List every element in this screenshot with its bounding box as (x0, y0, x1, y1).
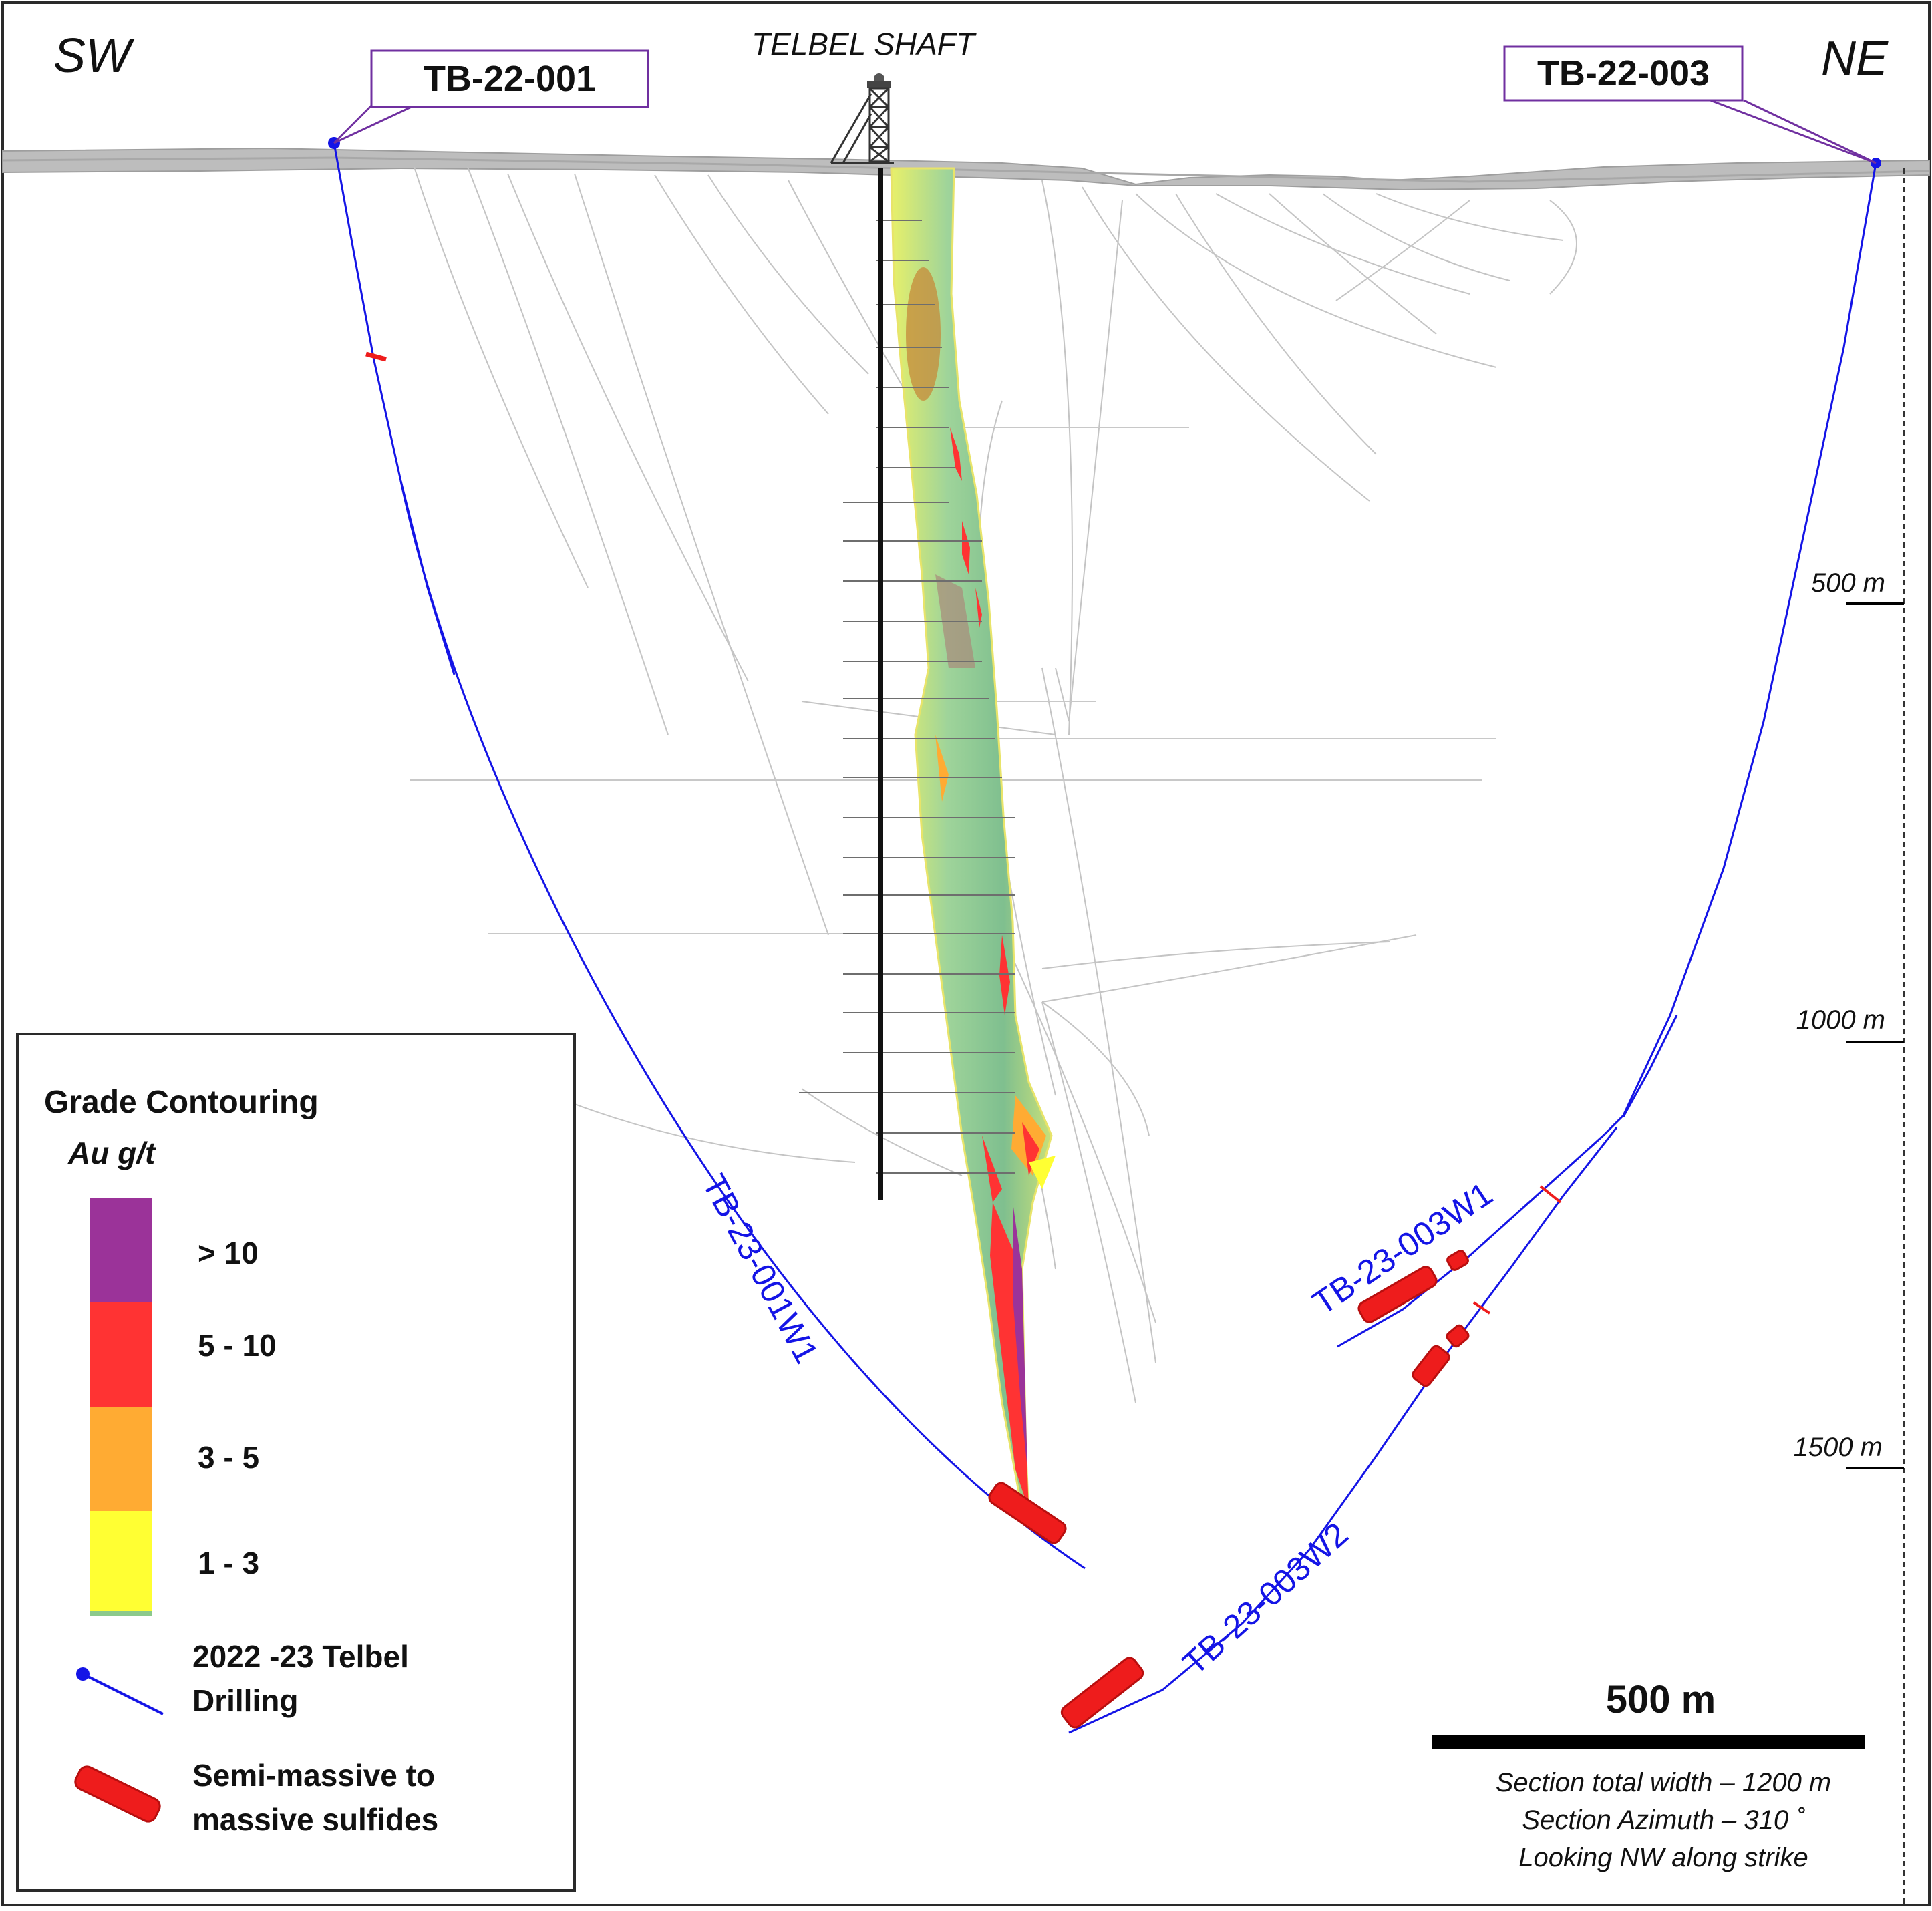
drill-hole-tb-22-003 (1068, 162, 1877, 1734)
collar-callout-tb-22-003: TB-22-003 (1503, 45, 1877, 164)
grade-label-3-5: 3 - 5 (198, 1440, 259, 1475)
legend-title: Grade Contouring (44, 1085, 319, 1120)
grade-swatch-gt10 (90, 1198, 152, 1302)
legend-unit: Au g/t (67, 1136, 156, 1170)
grade-swatch-1-3 (90, 1511, 152, 1615)
section-width-note: Section total width – 1200 m (1496, 1768, 1832, 1797)
scale-bar-rule (1432, 1735, 1865, 1749)
depth-tick-1500: 1500 m (1794, 1433, 1883, 1462)
shaft (878, 168, 883, 1200)
sulfide-intercepts (988, 1250, 1470, 1729)
grade-label-1-3: 1 - 3 (198, 1546, 259, 1580)
drill-hole-tb-22-001 (333, 142, 1086, 1570)
grade-label-5-10: 5 - 10 (198, 1328, 277, 1363)
sulfide-marker (1539, 1185, 1562, 1204)
grade-swatch-5-10 (90, 1302, 152, 1407)
collar-label-tb-22-001: TB-22-001 (424, 59, 596, 99)
scale-bar: 500 m Section total width – 1200 m Secti… (1432, 1678, 1865, 1872)
legend-sulfides-line1: Semi-massive to (192, 1758, 435, 1793)
sulfide-symbol (74, 1765, 161, 1823)
grade-swatch-edge (90, 1611, 152, 1616)
collar-label-tb-22-003: TB-22-003 (1537, 53, 1710, 94)
legend-sulfides-line2: massive sulfides (192, 1802, 438, 1837)
depth-tick-1000: 1000 m (1796, 1005, 1885, 1035)
grade-swatch-3-5 (90, 1407, 152, 1511)
section-azimuth-note: Section Azimuth – 310 ˚ (1522, 1805, 1805, 1835)
sulfide-marker (1472, 1301, 1491, 1315)
looking-direction-note: Looking NW along strike (1518, 1843, 1808, 1872)
depth-scale: 500 m 1000 m 1500 m (1794, 168, 1905, 1904)
drilling-symbol (82, 1673, 164, 1715)
legend-drilling-line1: 2022 -23 Telbel (192, 1639, 409, 1674)
collar-callout-tb-22-001: TB-22-001 (333, 49, 649, 144)
mineralized-zone (890, 167, 1056, 1519)
orientation-ne: NE (1821, 32, 1889, 85)
shaft-label: TELBEL SHAFT (752, 27, 977, 61)
depth-tick-500: 500 m (1811, 568, 1885, 598)
grade-label-gt10: > 10 (198, 1236, 259, 1270)
drilling-collar-icon (76, 1667, 90, 1681)
headframe-icon (830, 73, 894, 164)
sulfide-marker (365, 351, 387, 362)
historical-drill-traces (414, 166, 1577, 1403)
legend-drilling-line2: Drilling (192, 1683, 298, 1718)
legend: Grade Contouring Au g/t > 10 5 - 10 3 - … (16, 1033, 576, 1892)
scale-bar-label: 500 m (1606, 1678, 1716, 1721)
mine-levels (799, 220, 1015, 1174)
orientation-sw: SW (53, 29, 135, 83)
